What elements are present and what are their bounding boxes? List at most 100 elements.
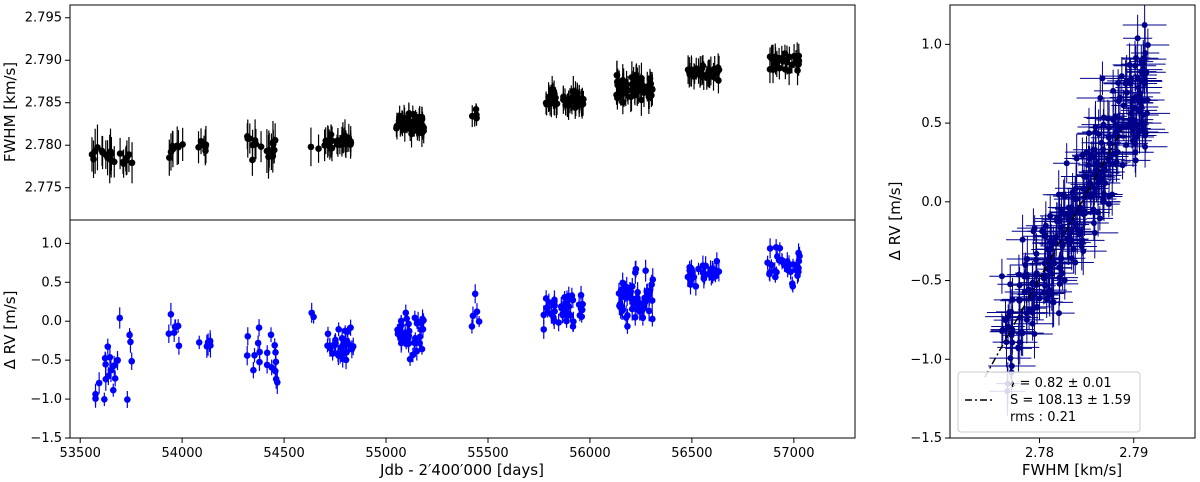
drv-fwhm-point	[1120, 102, 1127, 109]
drv-fwhm-point	[1073, 221, 1080, 228]
fwhm-time-point	[169, 145, 177, 153]
drv-time-point	[175, 342, 183, 350]
fwhm-time-point	[90, 155, 97, 163]
fwhm-time-point	[473, 111, 480, 119]
drv-fwhm-point	[1023, 271, 1030, 278]
drv-time-point	[418, 345, 426, 353]
drv-time-point	[167, 310, 175, 318]
fwhm-time-ytick-label: 2.780	[25, 138, 62, 153]
drv-time-panel: 53500 54000 54500 55000 55500 56000 56500 57000…	[1, 219, 856, 479]
drv-time-point	[338, 334, 346, 342]
drv-fwhm-point	[1042, 222, 1049, 229]
drv-fwhm-point	[1007, 355, 1014, 362]
drv-fwhm-ytick-label: 0.5	[921, 116, 942, 131]
drv-fwhm-point	[1008, 332, 1015, 339]
drv-fwhm-ytick-label: 0.0	[921, 195, 942, 210]
drv-fwhm-point	[1128, 110, 1135, 117]
fwhm-time-point	[257, 143, 265, 151]
drv-fwhm-point	[1115, 98, 1122, 105]
drv-time-point	[634, 288, 641, 296]
fwhm-time-point	[635, 77, 643, 85]
drv-fwhm-point	[1126, 61, 1133, 68]
drv-time-point	[101, 396, 108, 403]
fwhm-time-point	[327, 131, 335, 138]
drv-time-point	[419, 325, 427, 333]
drv-time-xtick-label: 54000	[161, 446, 202, 461]
fwhm-time-point	[782, 66, 789, 73]
drv-fwhm-point	[1114, 149, 1121, 156]
drv-time-point	[715, 268, 723, 275]
fwhm-time-point	[698, 64, 706, 72]
drv-time-point	[627, 294, 635, 302]
fwhm-time-point	[202, 143, 209, 151]
drv-time-point	[308, 309, 315, 317]
drv-time-point	[576, 312, 584, 319]
drv-time-point	[692, 283, 700, 290]
fwhm-time-point	[707, 67, 715, 75]
drv-fwhm-point	[1092, 129, 1099, 136]
fwhm-time-point	[328, 144, 336, 152]
drv-time-point	[174, 322, 182, 330]
drv-time-point	[107, 366, 115, 374]
fwhm-time-ylabel: FWHM [km/s]	[1, 62, 19, 162]
drv-time-point	[254, 339, 262, 347]
drv-time-point	[243, 352, 251, 359]
drv-time-point	[105, 372, 112, 380]
drv-time-point	[690, 273, 698, 281]
drv-time-point	[550, 317, 558, 325]
drv-time-point	[170, 329, 178, 336]
fwhm-time-point	[566, 97, 574, 105]
drv-fwhm-point	[1017, 314, 1024, 321]
drv-time-point	[563, 317, 570, 325]
drv-time-point	[349, 343, 357, 350]
drv-fwhm-point	[1140, 61, 1147, 68]
drv-time-point	[709, 265, 716, 272]
drv-time-xtick-label: 57000	[773, 446, 814, 461]
drv-fwhm-point	[1054, 218, 1061, 225]
fwhm-time-point	[334, 139, 342, 146]
drv-fwhm-point	[1106, 124, 1113, 131]
drv-time-point	[540, 311, 548, 319]
fwhm-time-point	[399, 119, 406, 126]
drv-fwhm-frame	[949, 4, 1196, 439]
drv-time-point	[128, 357, 136, 365]
drv-fwhm-point	[1081, 173, 1088, 180]
drv-fwhm-point	[1039, 228, 1046, 235]
drv-fwhm-ylabel: Δ RV [m/s]	[886, 182, 904, 261]
drv-time-point	[766, 245, 774, 252]
drv-fwhm-point	[1006, 309, 1013, 316]
drv-fwhm-point	[1141, 22, 1148, 29]
drv-time-point	[101, 354, 109, 362]
fwhm-time-point	[710, 73, 717, 81]
drv-fwhm-point	[1061, 277, 1068, 284]
drv-time-point	[413, 347, 421, 355]
drv-fwhm-point	[1087, 193, 1094, 200]
drv-fwhm-xtick-label: 2.79	[1119, 446, 1148, 461]
drv-time-point	[558, 305, 565, 312]
drv-fwhm-point	[1120, 123, 1127, 130]
drv-time-ytick-label: −1.0	[30, 392, 62, 407]
drv-fwhm-point	[1068, 204, 1075, 211]
drv-time-xtick-label: 55500	[467, 446, 508, 461]
drv-fwhm-point	[998, 327, 1005, 334]
fwhm-time-point	[246, 135, 254, 142]
drv-time-point	[406, 355, 414, 363]
fwhm-time-point	[572, 92, 579, 99]
drv-time-point	[702, 262, 709, 270]
drv-fwhm-point	[1123, 89, 1130, 96]
fwhm-time-point	[315, 145, 322, 152]
drv-fwhm-point	[1112, 129, 1119, 136]
drv-time-point	[630, 300, 638, 307]
drv-fwhm-point	[1101, 198, 1108, 205]
drv-time-point	[343, 348, 350, 356]
legend-box	[957, 371, 1141, 433]
drv-fwhm-point	[1086, 155, 1093, 162]
drv-time-point	[272, 375, 280, 383]
drv-time-point	[570, 318, 577, 325]
fwhm-time-frame	[69, 4, 856, 221]
drv-fwhm-point	[1133, 121, 1140, 128]
fwhm-time-point	[107, 156, 115, 164]
fwhm-time-point	[393, 124, 400, 132]
drv-time-point	[577, 305, 585, 312]
